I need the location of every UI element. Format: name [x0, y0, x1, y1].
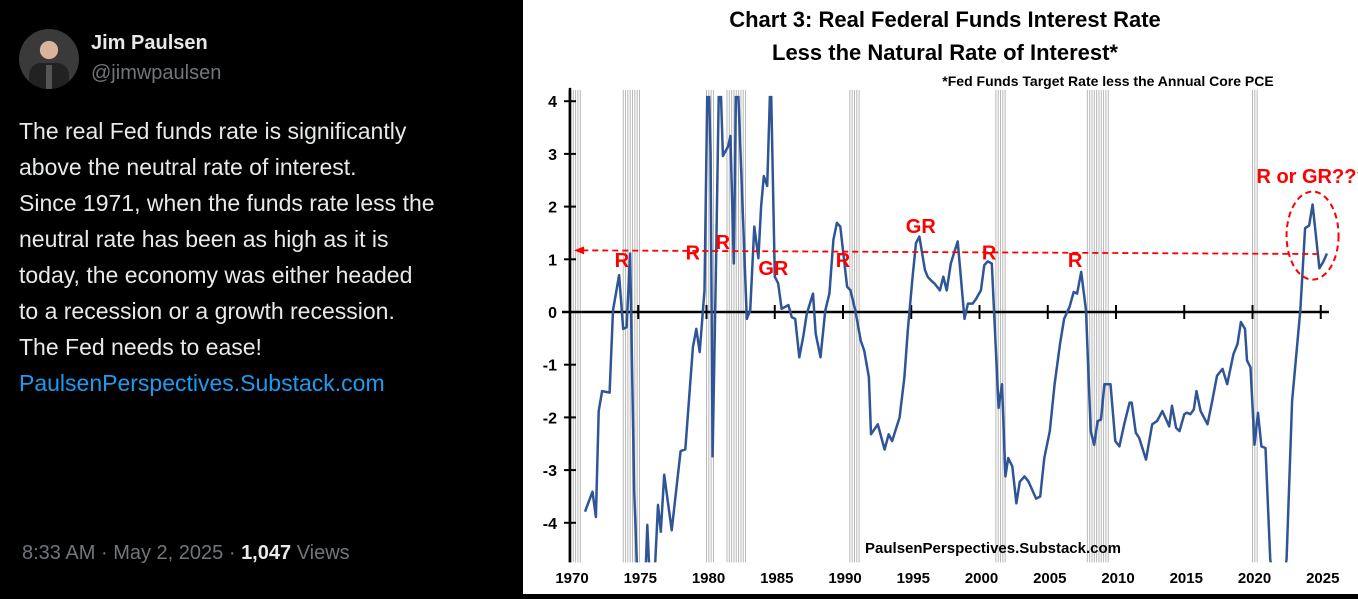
tweet-meta: 8:33 AM · May 2, 2025 · 1,047 Views	[22, 542, 350, 565]
separator: ·	[100, 542, 108, 564]
x-tick-label: 2025	[1306, 570, 1339, 587]
x-tick-label: 2020	[1238, 570, 1271, 587]
chart-title-line2: Less the Natural Rate of Interest*	[772, 40, 1118, 65]
tweet-text: The real Fed funds rate is significantly…	[19, 113, 509, 401]
separator: ·	[228, 542, 236, 564]
avatar[interactable]	[19, 29, 79, 89]
y-tick-label: 0	[548, 305, 557, 322]
annotation-label: R	[716, 232, 731, 254]
threshold-line	[582, 249, 1321, 255]
tweet-time[interactable]: 8:33 AM	[22, 542, 96, 564]
y-tick-label: -4	[543, 516, 557, 533]
x-tick-label: 2015	[1170, 570, 1203, 587]
y-tick-label: -2	[543, 410, 557, 427]
chart-title-line1: Chart 3: Real Federal Funds Interest Rat…	[729, 7, 1161, 32]
annotation-label: R or GR???	[1256, 166, 1358, 188]
views-label: Views	[296, 542, 350, 564]
annotation-label: R	[615, 250, 630, 272]
chart-image[interactable]: Chart 3: Real Federal Funds Interest Rat…	[523, 0, 1358, 594]
highlight-ellipse	[1285, 190, 1340, 281]
tweet-body: The real Fed funds rate is significantly…	[19, 118, 435, 360]
y-tick-label: 3	[548, 147, 557, 164]
x-tick-label: 2005	[1033, 570, 1066, 587]
x-tick-label: 2000	[965, 570, 998, 587]
x-tick-label: 1995	[897, 570, 930, 587]
x-tick-label: 1980	[692, 570, 725, 587]
watermark: PaulsenPerspectives.Substack.com	[865, 540, 1121, 557]
x-tick-label: 1975	[624, 570, 657, 587]
annotation-label: GR	[758, 258, 789, 280]
series-line	[583, 95, 1329, 563]
annotation-label: R	[686, 242, 701, 264]
chart-subtitle: *Fed Funds Target Rate less the Annual C…	[942, 73, 1273, 89]
substack-link[interactable]: PaulsenPerspectives.Substack.com	[19, 370, 385, 396]
x-tick-label: 1990	[828, 570, 861, 587]
y-tick-label: -1	[543, 358, 557, 375]
y-tick-label: -3	[543, 463, 557, 480]
annotation-label: GR	[906, 216, 937, 238]
views-count: 1,047	[241, 542, 292, 564]
x-tick-label: 2010	[1101, 570, 1134, 587]
author-name[interactable]: Jim Paulsen	[91, 32, 208, 54]
y-tick-label: 2	[548, 200, 557, 217]
x-tick-label: 1985	[760, 570, 793, 587]
arrow-head-icon	[574, 246, 585, 255]
y-tick-label: 1	[548, 252, 557, 269]
tweet-panel: Jim Paulsen @jimwpaulsen The real Fed fu…	[0, 0, 523, 594]
chart-svg: Chart 3: Real Federal Funds Interest Rat…	[543, 7, 1358, 587]
author-handle[interactable]: @jimwpaulsen	[91, 62, 222, 84]
annotation-label: R	[836, 250, 851, 272]
tweet-date[interactable]: May 2, 2025	[113, 542, 224, 564]
annotation-label: R	[1068, 250, 1083, 272]
annotation-label: R	[982, 242, 997, 264]
x-tick-label: 1970	[555, 570, 588, 587]
y-tick-label: 4	[548, 94, 557, 111]
